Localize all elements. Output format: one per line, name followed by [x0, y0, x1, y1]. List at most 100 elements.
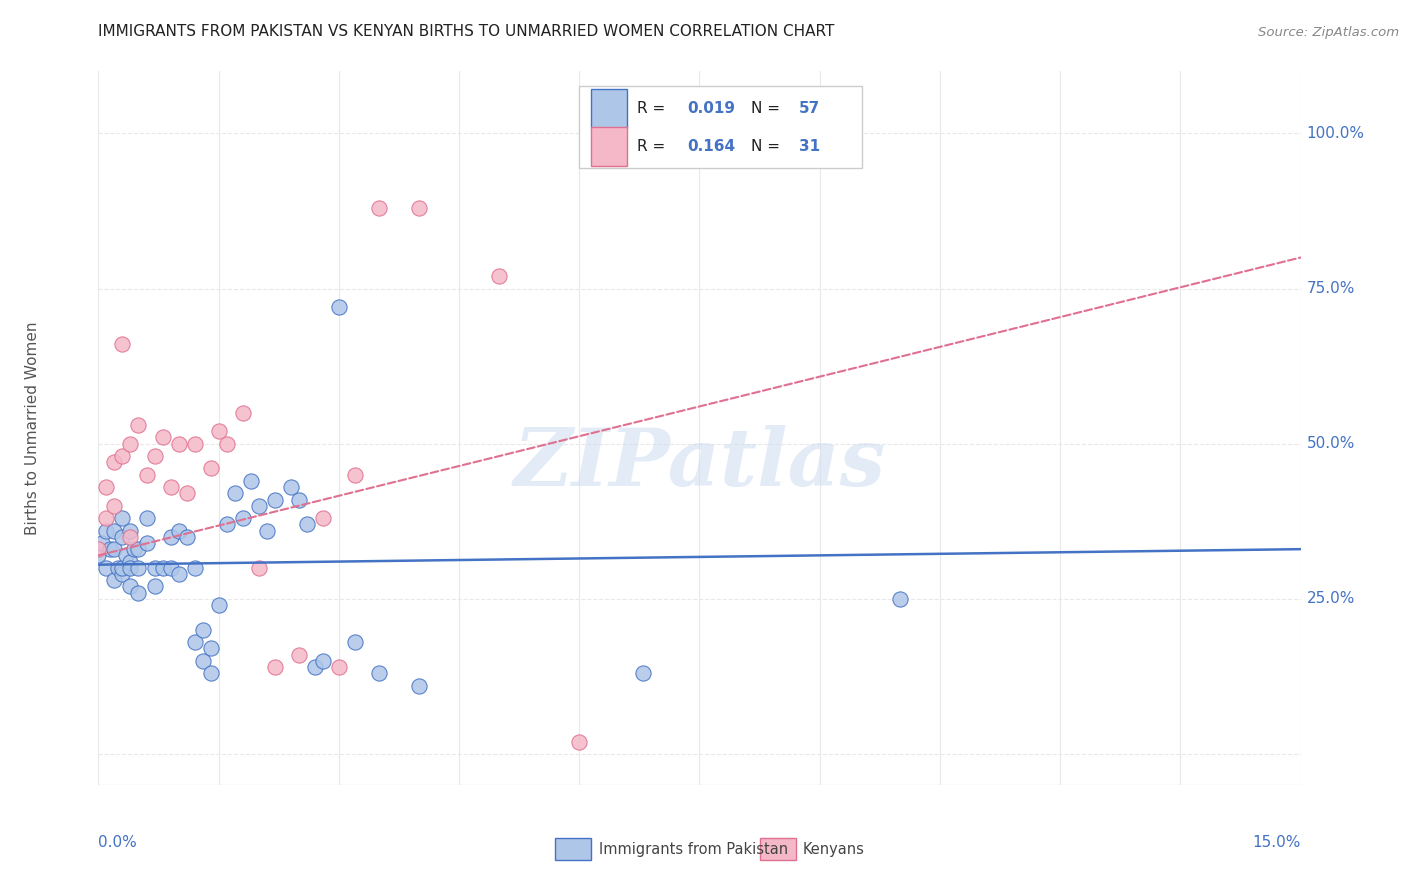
Point	[239, 474, 262, 488]
Point	[128, 542, 150, 557]
Text: 15.0%: 15.0%	[1253, 835, 1301, 850]
Point	[183, 635, 205, 649]
Point	[889, 591, 911, 606]
Point	[176, 486, 198, 500]
Point	[128, 561, 150, 575]
Point	[215, 436, 238, 450]
Point	[152, 430, 174, 444]
Point	[120, 561, 142, 575]
Point	[568, 734, 591, 748]
Text: R =: R =	[637, 101, 671, 116]
Point	[143, 561, 166, 575]
Point	[96, 561, 118, 575]
Text: 25.0%: 25.0%	[1306, 591, 1355, 607]
Point	[200, 666, 222, 681]
Bar	[555, 838, 592, 860]
Point	[128, 418, 150, 433]
Point	[111, 561, 134, 575]
Point	[183, 561, 205, 575]
Point	[368, 666, 391, 681]
Point	[111, 449, 134, 463]
Point	[124, 542, 146, 557]
Point	[107, 561, 129, 575]
Text: N =: N =	[751, 139, 785, 153]
Point	[111, 337, 134, 351]
Point	[215, 517, 238, 532]
Bar	[759, 838, 796, 860]
Text: 57: 57	[799, 101, 821, 116]
Point	[633, 666, 655, 681]
Point	[176, 530, 198, 544]
Point	[159, 480, 181, 494]
Text: 0.0%: 0.0%	[98, 835, 138, 850]
Point	[159, 561, 181, 575]
Point	[191, 623, 214, 637]
Text: 0.164: 0.164	[688, 139, 735, 153]
Text: ZIPatlas: ZIPatlas	[513, 425, 886, 502]
Point	[103, 573, 125, 587]
Point	[100, 542, 122, 557]
Point	[312, 654, 335, 668]
Text: 0.019: 0.019	[688, 101, 735, 116]
Point	[263, 492, 285, 507]
Point	[247, 561, 270, 575]
Point	[328, 300, 350, 314]
Point	[167, 566, 190, 581]
Point	[111, 530, 134, 544]
Point	[183, 436, 205, 450]
Point	[256, 524, 278, 538]
Text: R =: R =	[637, 139, 671, 153]
Point	[304, 660, 326, 674]
Text: 75.0%: 75.0%	[1306, 281, 1355, 296]
Point	[232, 406, 254, 420]
Point	[224, 486, 246, 500]
Point	[120, 579, 142, 593]
Point	[115, 549, 138, 563]
Text: IMMIGRANTS FROM PAKISTAN VS KENYAN BIRTHS TO UNMARRIED WOMEN CORRELATION CHART: IMMIGRANTS FROM PAKISTAN VS KENYAN BIRTH…	[98, 24, 835, 38]
Point	[103, 455, 125, 469]
Text: N =: N =	[751, 101, 785, 116]
Text: 31: 31	[799, 139, 820, 153]
Text: 100.0%: 100.0%	[1306, 126, 1365, 141]
Point	[135, 467, 157, 482]
Point	[343, 467, 366, 482]
Point	[247, 499, 270, 513]
Point	[135, 536, 157, 550]
Bar	[579, 86, 862, 168]
Point	[96, 511, 118, 525]
Point	[120, 530, 142, 544]
Point	[208, 424, 231, 438]
Point	[103, 499, 125, 513]
Point	[96, 524, 118, 538]
Point	[159, 530, 181, 544]
Point	[143, 579, 166, 593]
Point	[128, 585, 150, 599]
Point	[167, 436, 190, 450]
Point	[408, 201, 430, 215]
Point	[120, 436, 142, 450]
Point	[200, 461, 222, 475]
Point	[111, 511, 134, 525]
Point	[328, 660, 350, 674]
Point	[91, 536, 114, 550]
Text: 50.0%: 50.0%	[1306, 436, 1355, 451]
Point	[280, 480, 302, 494]
Point	[120, 555, 142, 569]
Point	[488, 269, 510, 284]
Point	[103, 542, 125, 557]
Text: Immigrants from Pakistan: Immigrants from Pakistan	[599, 842, 787, 856]
Bar	[592, 127, 627, 166]
Point	[208, 598, 231, 612]
Point	[96, 480, 118, 494]
Point	[111, 566, 134, 581]
Point	[200, 641, 222, 656]
Text: Source: ZipAtlas.com: Source: ZipAtlas.com	[1258, 26, 1399, 38]
Point	[288, 492, 311, 507]
Text: Kenyans: Kenyans	[803, 842, 865, 856]
Point	[87, 542, 110, 557]
Point	[408, 679, 430, 693]
Point	[343, 635, 366, 649]
Point	[191, 654, 214, 668]
Point	[312, 511, 335, 525]
Text: Births to Unmarried Women: Births to Unmarried Women	[25, 321, 39, 535]
